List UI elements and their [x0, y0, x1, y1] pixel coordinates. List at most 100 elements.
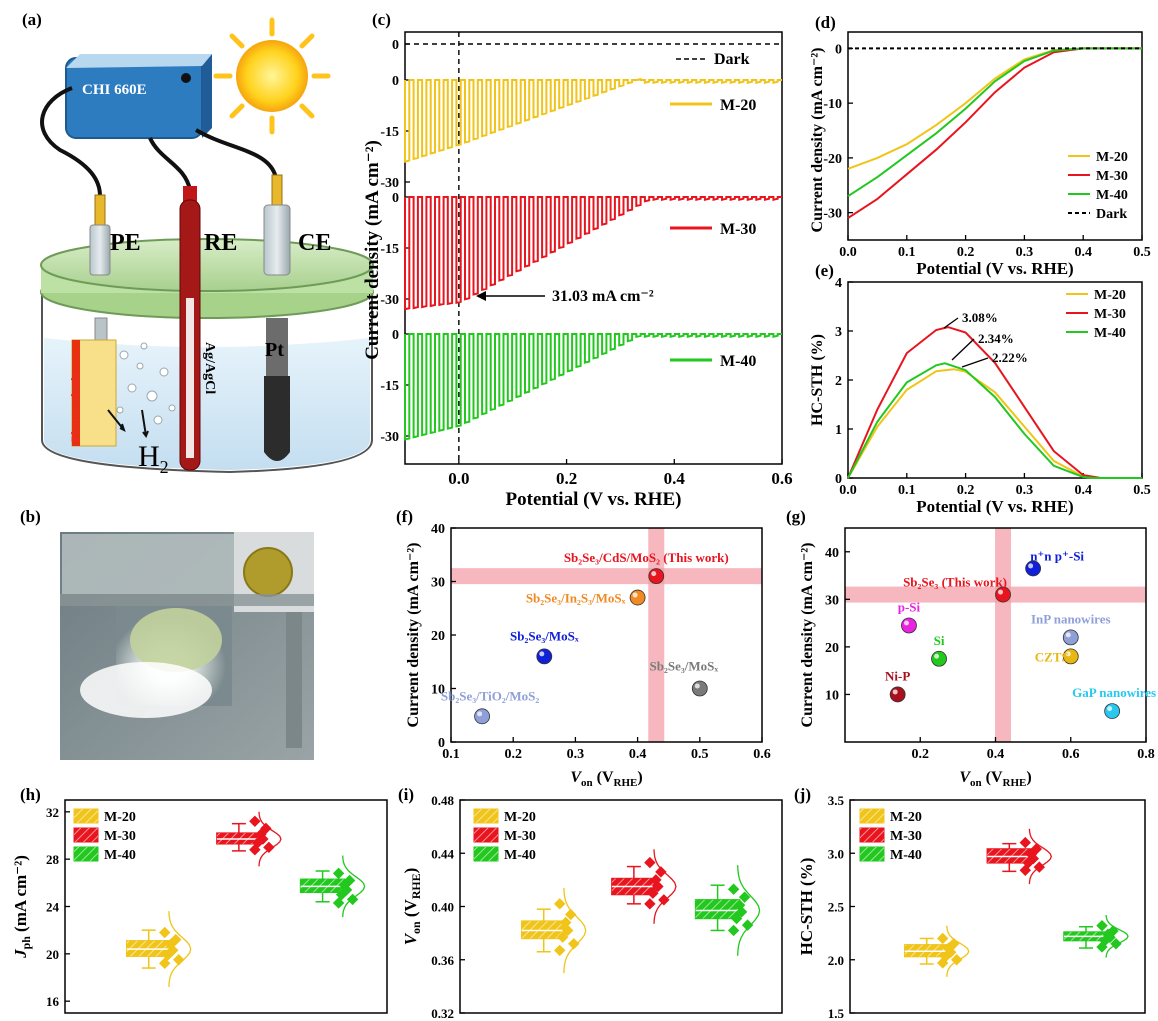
- y-tick-label: 1: [835, 423, 842, 438]
- data-point-label: Sb₂Se₃/MoSₓ: [650, 659, 719, 674]
- data-point: [735, 906, 748, 918]
- y-tick-label: 16: [46, 994, 60, 1009]
- data-point-label: n⁺n p⁺-Si: [1030, 548, 1084, 563]
- y-tick-label: 0.48: [431, 793, 454, 808]
- y-tick-label: 0: [438, 736, 445, 751]
- panel-d-chart: 0.0 0.1 0.2 0.3 0.4 0.5 0 -10 -20 -30 Potential (V…: [809, 31, 1151, 278]
- panel-label-d: (d): [815, 13, 836, 32]
- x-tick-label: 0.3: [1016, 483, 1034, 498]
- data-point-highlight: [694, 683, 700, 689]
- data-point: [1096, 941, 1108, 953]
- panel-label-e: (e): [815, 261, 834, 280]
- panel-label-h: (h): [20, 785, 41, 804]
- data-point: [1019, 836, 1032, 849]
- x-tick-label: 0.4: [1074, 245, 1092, 260]
- plot-frame: [847, 31, 1143, 241]
- panel-b-photo: (b): [20, 507, 314, 760]
- x-tick-label: 0.6: [1062, 747, 1080, 762]
- data-point: [554, 944, 566, 957]
- distribution-curve: [737, 865, 761, 956]
- annotation-text: 2.22%: [992, 350, 1028, 365]
- hydrogen-bubbles: [116, 342, 176, 425]
- data-point: [738, 891, 751, 903]
- data-point: [936, 932, 949, 945]
- electrode-label-ce: CE: [298, 230, 331, 256]
- y-tick-label: 32: [46, 805, 59, 820]
- panel-i-chart: 0.32 0.36 0.40 0.44 0.48 Von (VRHE) M-20 M-30 M-…: [401, 793, 783, 1021]
- y-tick-label: 0.44: [431, 846, 454, 861]
- data-point: [1104, 703, 1121, 719]
- legend-swatch-hatch: [74, 828, 98, 842]
- y-axis-label: HC-STH (%): [809, 334, 826, 426]
- x-tick-label: 0.5: [1133, 483, 1151, 498]
- annotation-arrow: [943, 317, 959, 329]
- data-point: [889, 686, 906, 703]
- legend-label-m-40: M-40: [504, 848, 536, 863]
- data-point-highlight: [998, 589, 1004, 595]
- y-tick-label: 2.0: [828, 953, 844, 968]
- y-tick-label: -10: [823, 97, 842, 112]
- y-tick-label: 0: [392, 328, 399, 343]
- data-point-highlight: [903, 620, 909, 626]
- data-point: [629, 589, 646, 606]
- x-tick-label: 0.1: [898, 245, 916, 260]
- data-point: [332, 867, 345, 880]
- data-point-label: CZTS: [1035, 649, 1069, 664]
- legend-swatch-hatch: [74, 809, 98, 823]
- data-point-label: p-Si: [898, 599, 921, 614]
- y-tick-label: 30: [825, 593, 839, 608]
- data-point: [727, 883, 740, 895]
- data-point: [263, 841, 275, 854]
- y-tick-label: -30: [380, 430, 399, 445]
- y-tick-label: 4: [835, 276, 842, 291]
- data-point: [249, 843, 261, 856]
- panel-e-chart: 0.0 0.1 0.2 0.3 0.4 0.5 0 1 2 3 4 Potential (V vs. …: [809, 276, 1151, 516]
- distribution-curve: [1105, 914, 1129, 958]
- chopped-jv-curve-m-30: [404, 196, 782, 311]
- y-tick-label: 0: [835, 42, 842, 57]
- x-tick-label: 0.2: [957, 483, 975, 498]
- x-tick-label: 0.4: [1074, 483, 1092, 498]
- y-tick-label: 1.5: [828, 1006, 845, 1021]
- data-point: [162, 949, 174, 961]
- counter-label: Pt: [265, 339, 284, 361]
- x-tick-label: 0.2: [556, 469, 577, 488]
- annotation-arrowhead: [476, 291, 486, 301]
- wires: [40, 86, 278, 197]
- legend-label-m-20: M-20: [1096, 150, 1128, 165]
- y-tick-label: 20: [46, 947, 59, 962]
- y-tick-label: 0.40: [431, 900, 454, 915]
- data-point-label: GaP nanowires: [1072, 685, 1156, 700]
- panel-a-schematic: (a) CHI 660E: [22, 10, 374, 477]
- legend-label-m-20: M-20: [890, 810, 922, 825]
- y-axis-label: Current density (mA cm⁻²): [405, 543, 422, 728]
- panel-label-b: (b): [20, 507, 41, 526]
- data-point: [652, 880, 664, 893]
- data-point-highlight: [892, 689, 898, 695]
- legend-label-m-20: M-20: [104, 810, 136, 825]
- data-point: [730, 912, 743, 925]
- data-point-label: Si: [934, 633, 945, 648]
- data-point: [644, 856, 656, 869]
- y-tick-label: -30: [380, 293, 399, 308]
- x-axis-label: Potential (V vs. RHE): [916, 497, 1073, 516]
- y-axis-label: Current density (mA cm⁻²): [362, 140, 383, 360]
- distribution-curve: [342, 855, 366, 918]
- distribution-curve: [563, 887, 587, 974]
- x-tick-label: 0.6: [771, 469, 792, 488]
- distribution-curve: [1028, 828, 1053, 885]
- legend-label-m-20: M-20: [504, 810, 536, 825]
- data-point: [644, 898, 656, 910]
- y-tick-label: 2: [835, 374, 842, 389]
- data-point: [727, 924, 740, 937]
- legend-label-m-30: M-30: [890, 829, 922, 844]
- y-tick-label: 0: [392, 191, 399, 206]
- highlight-band-vertical: [995, 528, 1012, 742]
- counter-electrode: Pt: [263, 174, 291, 461]
- x-axis-label: Von (VRHE): [570, 769, 642, 789]
- chopped-jv-curve-m-40: [404, 333, 782, 441]
- photocathode-electrode: Photocathode: [68, 194, 117, 447]
- y-tick-label: 30: [431, 576, 445, 591]
- x-tick-label: 0.3: [1016, 245, 1034, 260]
- y-tick-label: -15: [380, 379, 399, 394]
